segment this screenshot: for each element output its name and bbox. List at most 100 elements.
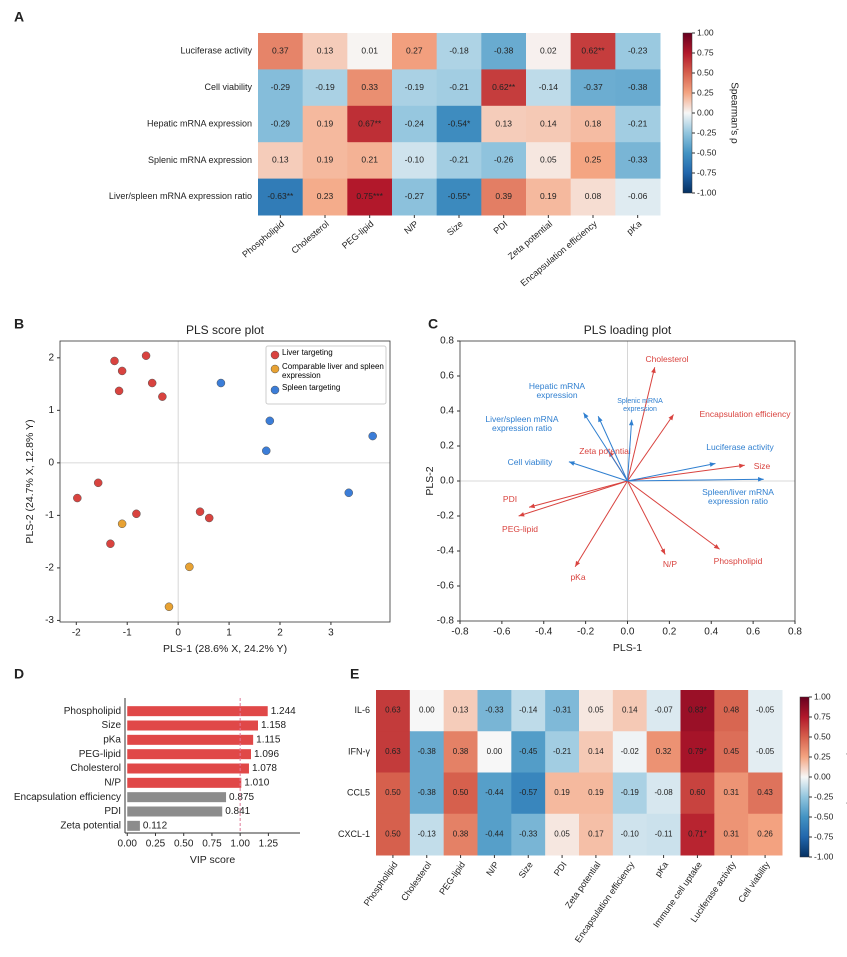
x-tick-label: 0.6 [746,627,760,638]
colorbar-tick-label: 0.00 [814,771,831,781]
cell-label: -0.57 [519,788,538,797]
column-label: Zeta potential [506,219,554,262]
cell-label: -0.26 [494,155,514,165]
bar [127,820,140,831]
cell-label: 0.38 [453,829,469,838]
heatmap-cell [436,69,482,107]
cell-label: 0.19 [317,155,334,165]
column-label: pKa [653,860,670,879]
heatmap-cell [526,69,572,107]
heatmap-cell [258,178,304,216]
cell-label: -0.63** [267,191,294,201]
cell-label: 0.05 [540,155,557,165]
arrowhead [668,414,674,421]
loading-label-box: Zeta potential [579,447,631,456]
cell-label: 0.32 [656,747,672,756]
cell-label: -0.29 [271,82,291,92]
y-tick-label: -2 [45,563,54,574]
loading-label-box: Hepatic mRNA expression [529,381,585,400]
value-label: 0.112 [143,820,168,831]
heatmap-cell [579,690,614,732]
arrowhead [518,512,525,517]
point [117,366,127,376]
cell-label: 0.67** [358,118,382,128]
loading-label: PEG-lipid [502,524,538,535]
cell-label: 0.62** [581,45,605,55]
cell-label: 0.38 [453,747,469,756]
heatmap-cell [347,69,393,107]
y-axis-label: PLS-2 [424,466,436,495]
arrowhead [660,548,666,555]
cell-label: 0.00 [419,706,435,715]
y-tick-label: 0.6 [440,371,454,382]
x-tick-label: 0.75 [202,839,222,850]
heatmap-cell [570,69,616,107]
column-label: Encapsulation efficiency [573,859,637,944]
heatmap-cell [612,813,648,856]
heatmap-cell [680,772,715,815]
value-label: 0.841 [225,806,250,817]
heatmap-cell [376,690,411,732]
point [73,493,82,503]
point [265,416,275,426]
legend-marker [270,350,280,360]
cell-label: -0.21 [449,155,469,165]
cell-label: -0.23 [628,45,648,55]
cell-label: 0.13 [272,155,289,165]
heatmap-cell [615,105,661,143]
colorbar-tick-label: -0.75 [814,831,834,841]
panel-label: C [428,316,438,332]
loading-label-box: Encapsulation efficiency [699,410,790,419]
cell-label: -0.14 [539,82,559,92]
value-label: 1.096 [254,749,279,760]
column-label: PEG-lipid [340,219,376,251]
bar [127,749,251,760]
y-tick-label: -0.6 [437,581,455,592]
heatmap-cell [347,178,393,216]
cell-label: -0.18 [449,45,469,55]
cell-label: 0.13 [317,45,334,55]
heatmap-cell [443,690,478,732]
loading-arrow [583,412,628,482]
heatmap-cell [302,105,348,143]
cell-label: -0.07 [654,706,673,715]
loading-label: Luciferase activity [706,442,774,453]
heatmap-cell [570,142,616,180]
point [158,392,167,401]
colorbar-tick-label: -0.75 [697,167,717,177]
colorbar-label: Spearman's ρ [728,82,739,144]
loading-label: N/P [662,559,678,570]
x-tick-label: 0.25 [146,839,166,850]
category-label: Phospholipid [64,706,121,717]
row-label: Cell viability [204,82,252,92]
cell-label: 0.14 [622,706,638,715]
heatmap-cell [302,33,348,70]
cell-label: -0.10 [621,829,640,838]
cell-label: 0.19 [588,788,604,797]
legend-marker [270,385,280,395]
panel-label: A [14,9,24,25]
heatmap-cell [570,178,616,216]
colorbar-tick-label: 0.75 [697,47,714,57]
column-label: N/P [484,860,501,878]
cell-label: 0.00 [487,747,503,756]
point [106,539,115,548]
value-label: 1.078 [252,763,277,774]
point [216,378,226,388]
row-label: CCL5 [347,788,370,798]
arrowhead [709,462,716,467]
cell-label: -0.54* [448,118,471,128]
cell-label: -0.24 [405,118,425,128]
category-label: Encapsulation efficiency [14,792,121,803]
loading-arrow [627,464,745,482]
y-tick-label: 0.4 [440,406,454,417]
bar [127,734,254,745]
heatmap-cell [615,178,661,216]
loading-arrow [597,416,628,482]
cell-label: -0.29 [271,118,291,128]
cell-label: 0.23 [317,191,334,201]
cell-label: -0.19 [315,82,335,92]
bar [127,777,242,788]
point [110,356,119,366]
